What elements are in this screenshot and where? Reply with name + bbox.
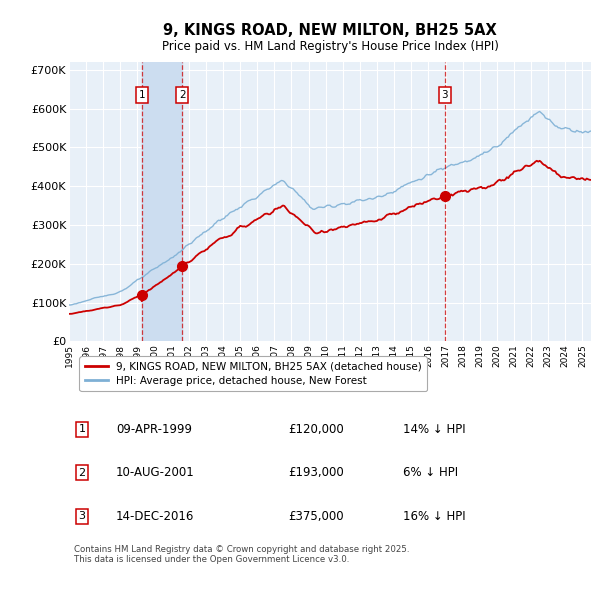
Text: 6% ↓ HPI: 6% ↓ HPI: [403, 466, 458, 479]
Text: 09-APR-1999: 09-APR-1999: [116, 422, 192, 435]
Text: 2: 2: [79, 468, 86, 478]
Text: 1: 1: [79, 424, 86, 434]
Text: £120,000: £120,000: [288, 422, 344, 435]
Text: 14-DEC-2016: 14-DEC-2016: [116, 510, 194, 523]
Text: £193,000: £193,000: [288, 466, 344, 479]
Text: 10-AUG-2001: 10-AUG-2001: [116, 466, 195, 479]
Text: 16% ↓ HPI: 16% ↓ HPI: [403, 510, 466, 523]
Text: 2: 2: [179, 90, 185, 100]
Legend: 9, KINGS ROAD, NEW MILTON, BH25 5AX (detached house), HPI: Average price, detach: 9, KINGS ROAD, NEW MILTON, BH25 5AX (det…: [79, 356, 427, 391]
Text: Price paid vs. HM Land Registry's House Price Index (HPI): Price paid vs. HM Land Registry's House …: [161, 40, 499, 53]
Text: Contains HM Land Registry data © Crown copyright and database right 2025.
This d: Contains HM Land Registry data © Crown c…: [74, 545, 410, 564]
Text: 9, KINGS ROAD, NEW MILTON, BH25 5AX: 9, KINGS ROAD, NEW MILTON, BH25 5AX: [163, 24, 497, 38]
Text: £375,000: £375,000: [288, 510, 344, 523]
Text: 14% ↓ HPI: 14% ↓ HPI: [403, 422, 466, 435]
Text: 1: 1: [139, 90, 145, 100]
Text: 3: 3: [79, 511, 86, 521]
Bar: [142, 62, 182, 342]
Text: 3: 3: [442, 90, 448, 100]
